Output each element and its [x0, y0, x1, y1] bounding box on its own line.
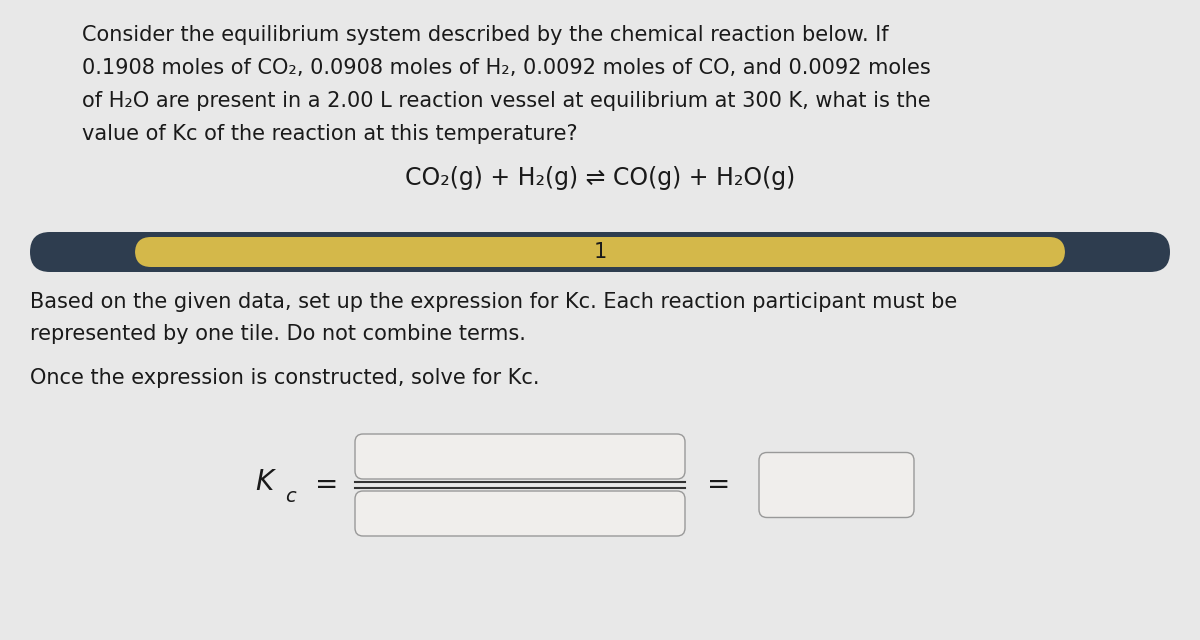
Text: CO₂(g) + H₂(g) ⇌ CO(g) + H₂O(g): CO₂(g) + H₂(g) ⇌ CO(g) + H₂O(g)	[404, 166, 796, 190]
FancyBboxPatch shape	[355, 434, 685, 479]
FancyBboxPatch shape	[30, 232, 1170, 272]
Text: Once the expression is constructed, solve for Kc.: Once the expression is constructed, solv…	[30, 368, 540, 388]
Text: of H₂O are present in a 2.00 L reaction vessel at equilibrium at 300 K, what is : of H₂O are present in a 2.00 L reaction …	[82, 91, 931, 111]
FancyBboxPatch shape	[760, 452, 914, 518]
Text: represented by one tile. Do not combine terms.: represented by one tile. Do not combine …	[30, 324, 526, 344]
Text: K: K	[254, 468, 274, 496]
Text: c: c	[286, 488, 295, 506]
Text: 0.1908 moles of CO₂, 0.0908 moles of H₂, 0.0092 moles of CO, and 0.0092 moles: 0.1908 moles of CO₂, 0.0908 moles of H₂,…	[82, 58, 931, 78]
Text: value of Kc of the reaction at this temperature?: value of Kc of the reaction at this temp…	[82, 124, 577, 144]
Text: Based on the given data, set up the expression for Kc. Each reaction participant: Based on the given data, set up the expr…	[30, 292, 958, 312]
FancyBboxPatch shape	[355, 491, 685, 536]
Text: =: =	[707, 471, 731, 499]
FancyBboxPatch shape	[134, 237, 1064, 267]
Text: Consider the equilibrium system described by the chemical reaction below. If: Consider the equilibrium system describe…	[82, 25, 889, 45]
Text: =: =	[314, 471, 338, 499]
Text: 1: 1	[593, 242, 607, 262]
